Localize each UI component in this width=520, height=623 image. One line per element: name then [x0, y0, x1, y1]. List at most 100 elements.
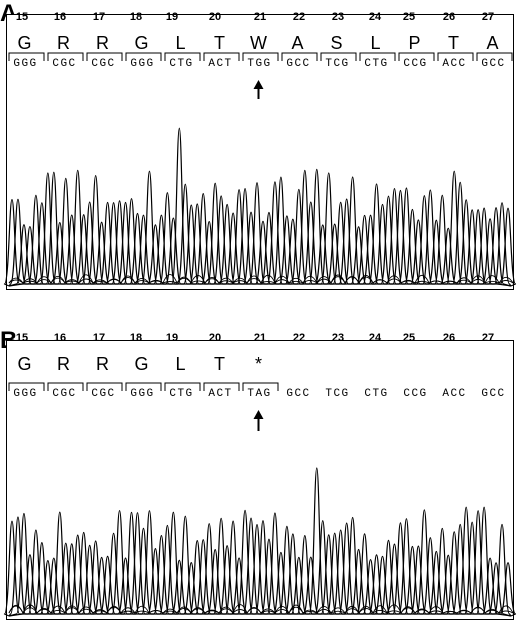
codon-number: 21 [254, 11, 266, 23]
codon-number: 18 [130, 332, 142, 344]
chromatogram-b: 15 16 17 18 19 20 21 22 23 24 25 26 27 G R R G L T * GGG CGC C… [3, 332, 517, 617]
codon-number: 22 [293, 11, 305, 23]
trace-curve [3, 506, 512, 617]
codon-bracket [125, 52, 162, 61]
trace-curve [3, 127, 512, 287]
amino-acid: L [175, 354, 185, 374]
amino-acid: S [330, 33, 342, 53]
codon-bracket [47, 52, 84, 61]
codon-number: 25 [403, 332, 415, 344]
codon-triplet: ACT [208, 58, 232, 70]
codon-number: 17 [93, 332, 105, 344]
mutation-arrow-head [253, 410, 264, 419]
codon-bracket [242, 52, 279, 61]
codon-triplet: CTG [169, 58, 193, 70]
amino-acid: * [255, 354, 262, 374]
codon-number: 24 [369, 11, 382, 23]
codon-bracket [320, 52, 357, 61]
codon-triplet: CGC [52, 388, 76, 400]
codon-bracket [203, 52, 240, 61]
codon-number: 27 [482, 332, 494, 344]
amino-acid: T [214, 354, 225, 374]
amino-acid: T [448, 33, 459, 53]
codon-triplet: TCG [325, 388, 349, 400]
amino-acid: A [291, 33, 303, 53]
codon-triplet: ACC [442, 388, 466, 400]
codon-number: 18 [130, 11, 142, 23]
codon-bracket [125, 382, 162, 391]
chromatogram-a: 15 16 17 18 19 20 21 22 23 24 25 26 27G R R G L T W A S L P T AG… [3, 11, 517, 287]
codon-number: 16 [54, 11, 66, 23]
trace-curve [8, 509, 512, 617]
amino-acid: A [486, 33, 498, 53]
amino-acid: W [250, 33, 267, 53]
codon-bracket [47, 382, 84, 391]
codon-bracket [86, 52, 123, 61]
codon-triplet: CTG [169, 388, 193, 400]
amino-acid: G [134, 33, 148, 53]
trace-baseline [8, 605, 514, 614]
trace-curve [8, 467, 517, 617]
codon-triplet: GCC [481, 58, 505, 70]
amino-acid: R [57, 33, 70, 53]
trace-curve [8, 168, 517, 287]
panel-a: A 15 16 17 18 19 20 21 22 23 24 25 26 27 G R R G L T W A S L P T… [0, 0, 520, 300]
amino-acid: G [17, 33, 31, 53]
codon-number: 20 [209, 332, 221, 344]
codon-number: 23 [332, 332, 344, 344]
codon-number: 25 [403, 11, 415, 23]
codon-bracket [8, 52, 45, 61]
codon-triplet: CGC [91, 58, 115, 70]
codon-triplet: GCC [286, 58, 310, 70]
codon-triplet: GGG [130, 388, 154, 400]
codon-triplet: ACT [208, 388, 232, 400]
codon-triplet: CGC [52, 58, 76, 70]
codon-triplet: CGC [91, 388, 115, 400]
codon-bracket [86, 382, 123, 391]
amino-acid: L [175, 33, 185, 53]
codon-number: 19 [166, 11, 178, 23]
codon-bracket [437, 52, 474, 61]
mutation-arrow-head [253, 80, 264, 89]
codon-triplet: CTG [364, 388, 388, 400]
codon-triplet: TGG [247, 58, 271, 70]
trace-curve [8, 170, 512, 287]
codon-triplet: GCC [481, 388, 505, 400]
panel-b: B 15161718192021222324252627GRRGLT*GGGCG… [0, 325, 520, 623]
codon-triplet: GGG [13, 58, 37, 70]
codon-bracket [359, 52, 396, 61]
codon-number: 24 [369, 332, 382, 344]
codon-triplet: TCG [325, 58, 349, 70]
amino-acid: R [96, 354, 109, 374]
codon-triplet: GGG [13, 388, 37, 400]
amino-acid: P [408, 33, 420, 53]
amino-acid: T [214, 33, 225, 53]
codon-bracket [8, 382, 45, 391]
amino-acid: R [57, 354, 70, 374]
codon-triplet: CCG [403, 388, 427, 400]
codon-number: 27 [482, 11, 494, 23]
codon-bracket [476, 52, 513, 61]
codon-bracket [281, 52, 318, 61]
codon-number: 17 [93, 11, 105, 23]
amino-acid: L [370, 33, 380, 53]
codon-triplet: ACC [442, 58, 466, 70]
codon-number: 26 [443, 11, 455, 23]
codon-bracket [398, 52, 435, 61]
codon-number: 15 [16, 332, 28, 344]
codon-number: 20 [209, 11, 221, 23]
codon-triplet: TAG [247, 388, 271, 400]
codon-bracket [164, 382, 201, 391]
codon-number: 23 [332, 11, 344, 23]
codon-number: 19 [166, 332, 178, 344]
codon-triplet: GCC [286, 388, 310, 400]
codon-number: 16 [54, 332, 66, 344]
amino-acid: G [134, 354, 148, 374]
amino-acid: R [96, 33, 109, 53]
trace-baseline [8, 274, 514, 285]
trace-curve [8, 509, 512, 617]
trace-curve [8, 169, 512, 287]
codon-triplet: CCG [403, 58, 427, 70]
codon-bracket [164, 52, 201, 61]
codon-number: 21 [254, 332, 266, 344]
